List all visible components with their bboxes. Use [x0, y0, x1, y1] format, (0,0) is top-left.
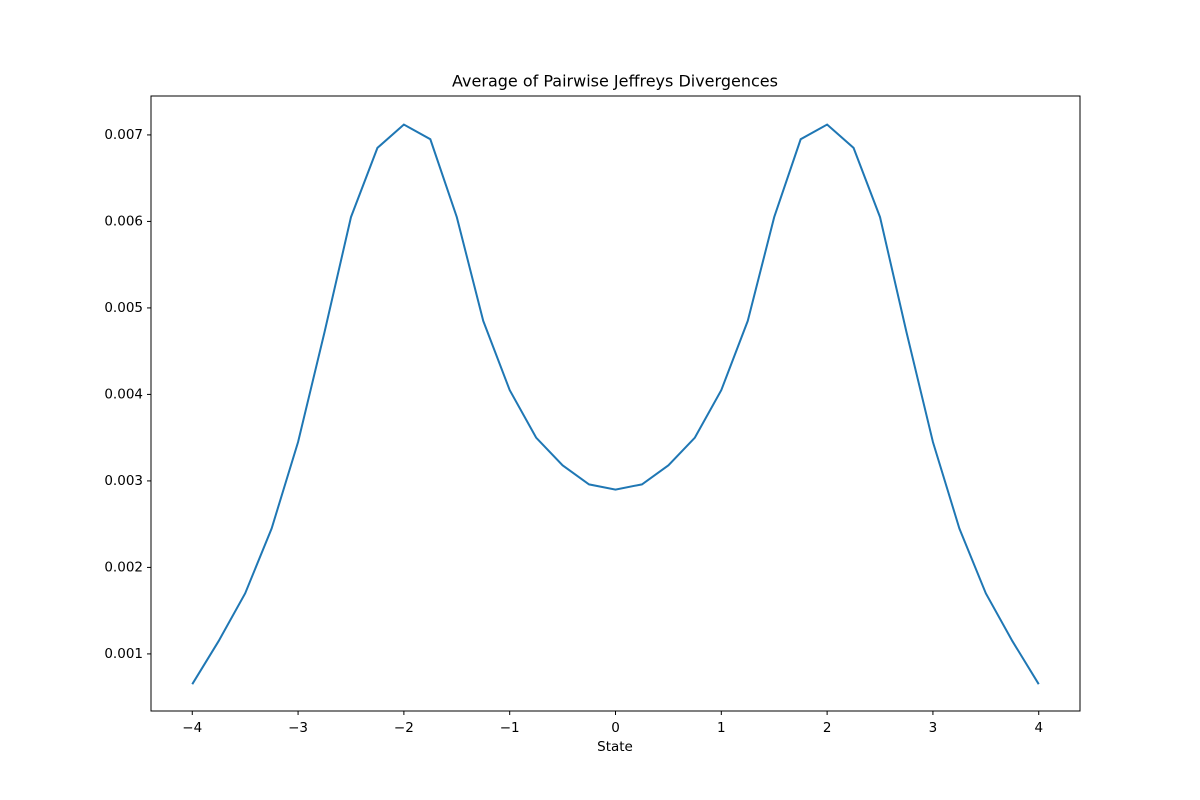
y-tick-label: 0.002	[104, 559, 143, 575]
x-tick-label: 4	[1034, 720, 1043, 736]
x-tick-label: 0	[611, 720, 620, 736]
x-tick-label: 2	[823, 720, 832, 736]
y-tick-label: 0.003	[104, 473, 143, 489]
line-series	[191, 123, 1040, 685]
y-tick-label: 0.006	[104, 213, 143, 229]
x-tick-label: −2	[394, 720, 414, 736]
x-tick-label: 3	[929, 720, 938, 736]
y-tick-label: 0.005	[104, 300, 143, 316]
y-tick-label: 0.004	[104, 386, 143, 402]
x-tick-label: −1	[500, 720, 520, 736]
y-tick-label: 0.001	[104, 646, 143, 662]
plot-frame	[150, 95, 1081, 712]
x-tick-label: −4	[182, 720, 202, 736]
y-tick-label: 0.007	[104, 127, 143, 143]
x-axis-label: State	[597, 739, 633, 755]
x-tick-label: −3	[288, 720, 308, 736]
x-tick-label: 1	[717, 720, 726, 736]
chart-title: Average of Pairwise Jeffreys Divergences	[452, 72, 778, 91]
